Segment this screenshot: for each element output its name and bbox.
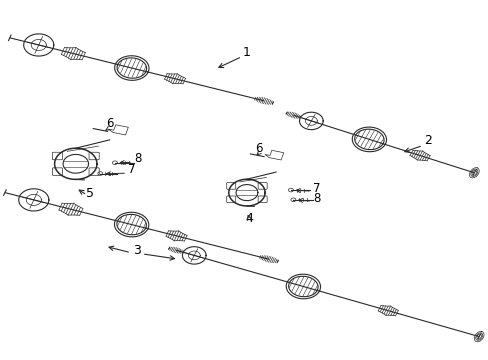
Text: 6: 6 <box>106 117 114 130</box>
Text: 2: 2 <box>423 134 431 147</box>
Text: 8: 8 <box>134 152 142 165</box>
Text: 7: 7 <box>312 181 320 194</box>
Text: 4: 4 <box>245 212 253 225</box>
Text: 3: 3 <box>133 244 141 257</box>
Text: 5: 5 <box>86 187 94 200</box>
Text: 6: 6 <box>255 142 263 155</box>
Text: 8: 8 <box>312 192 320 204</box>
Text: 7: 7 <box>128 163 135 176</box>
Text: 1: 1 <box>243 46 250 59</box>
